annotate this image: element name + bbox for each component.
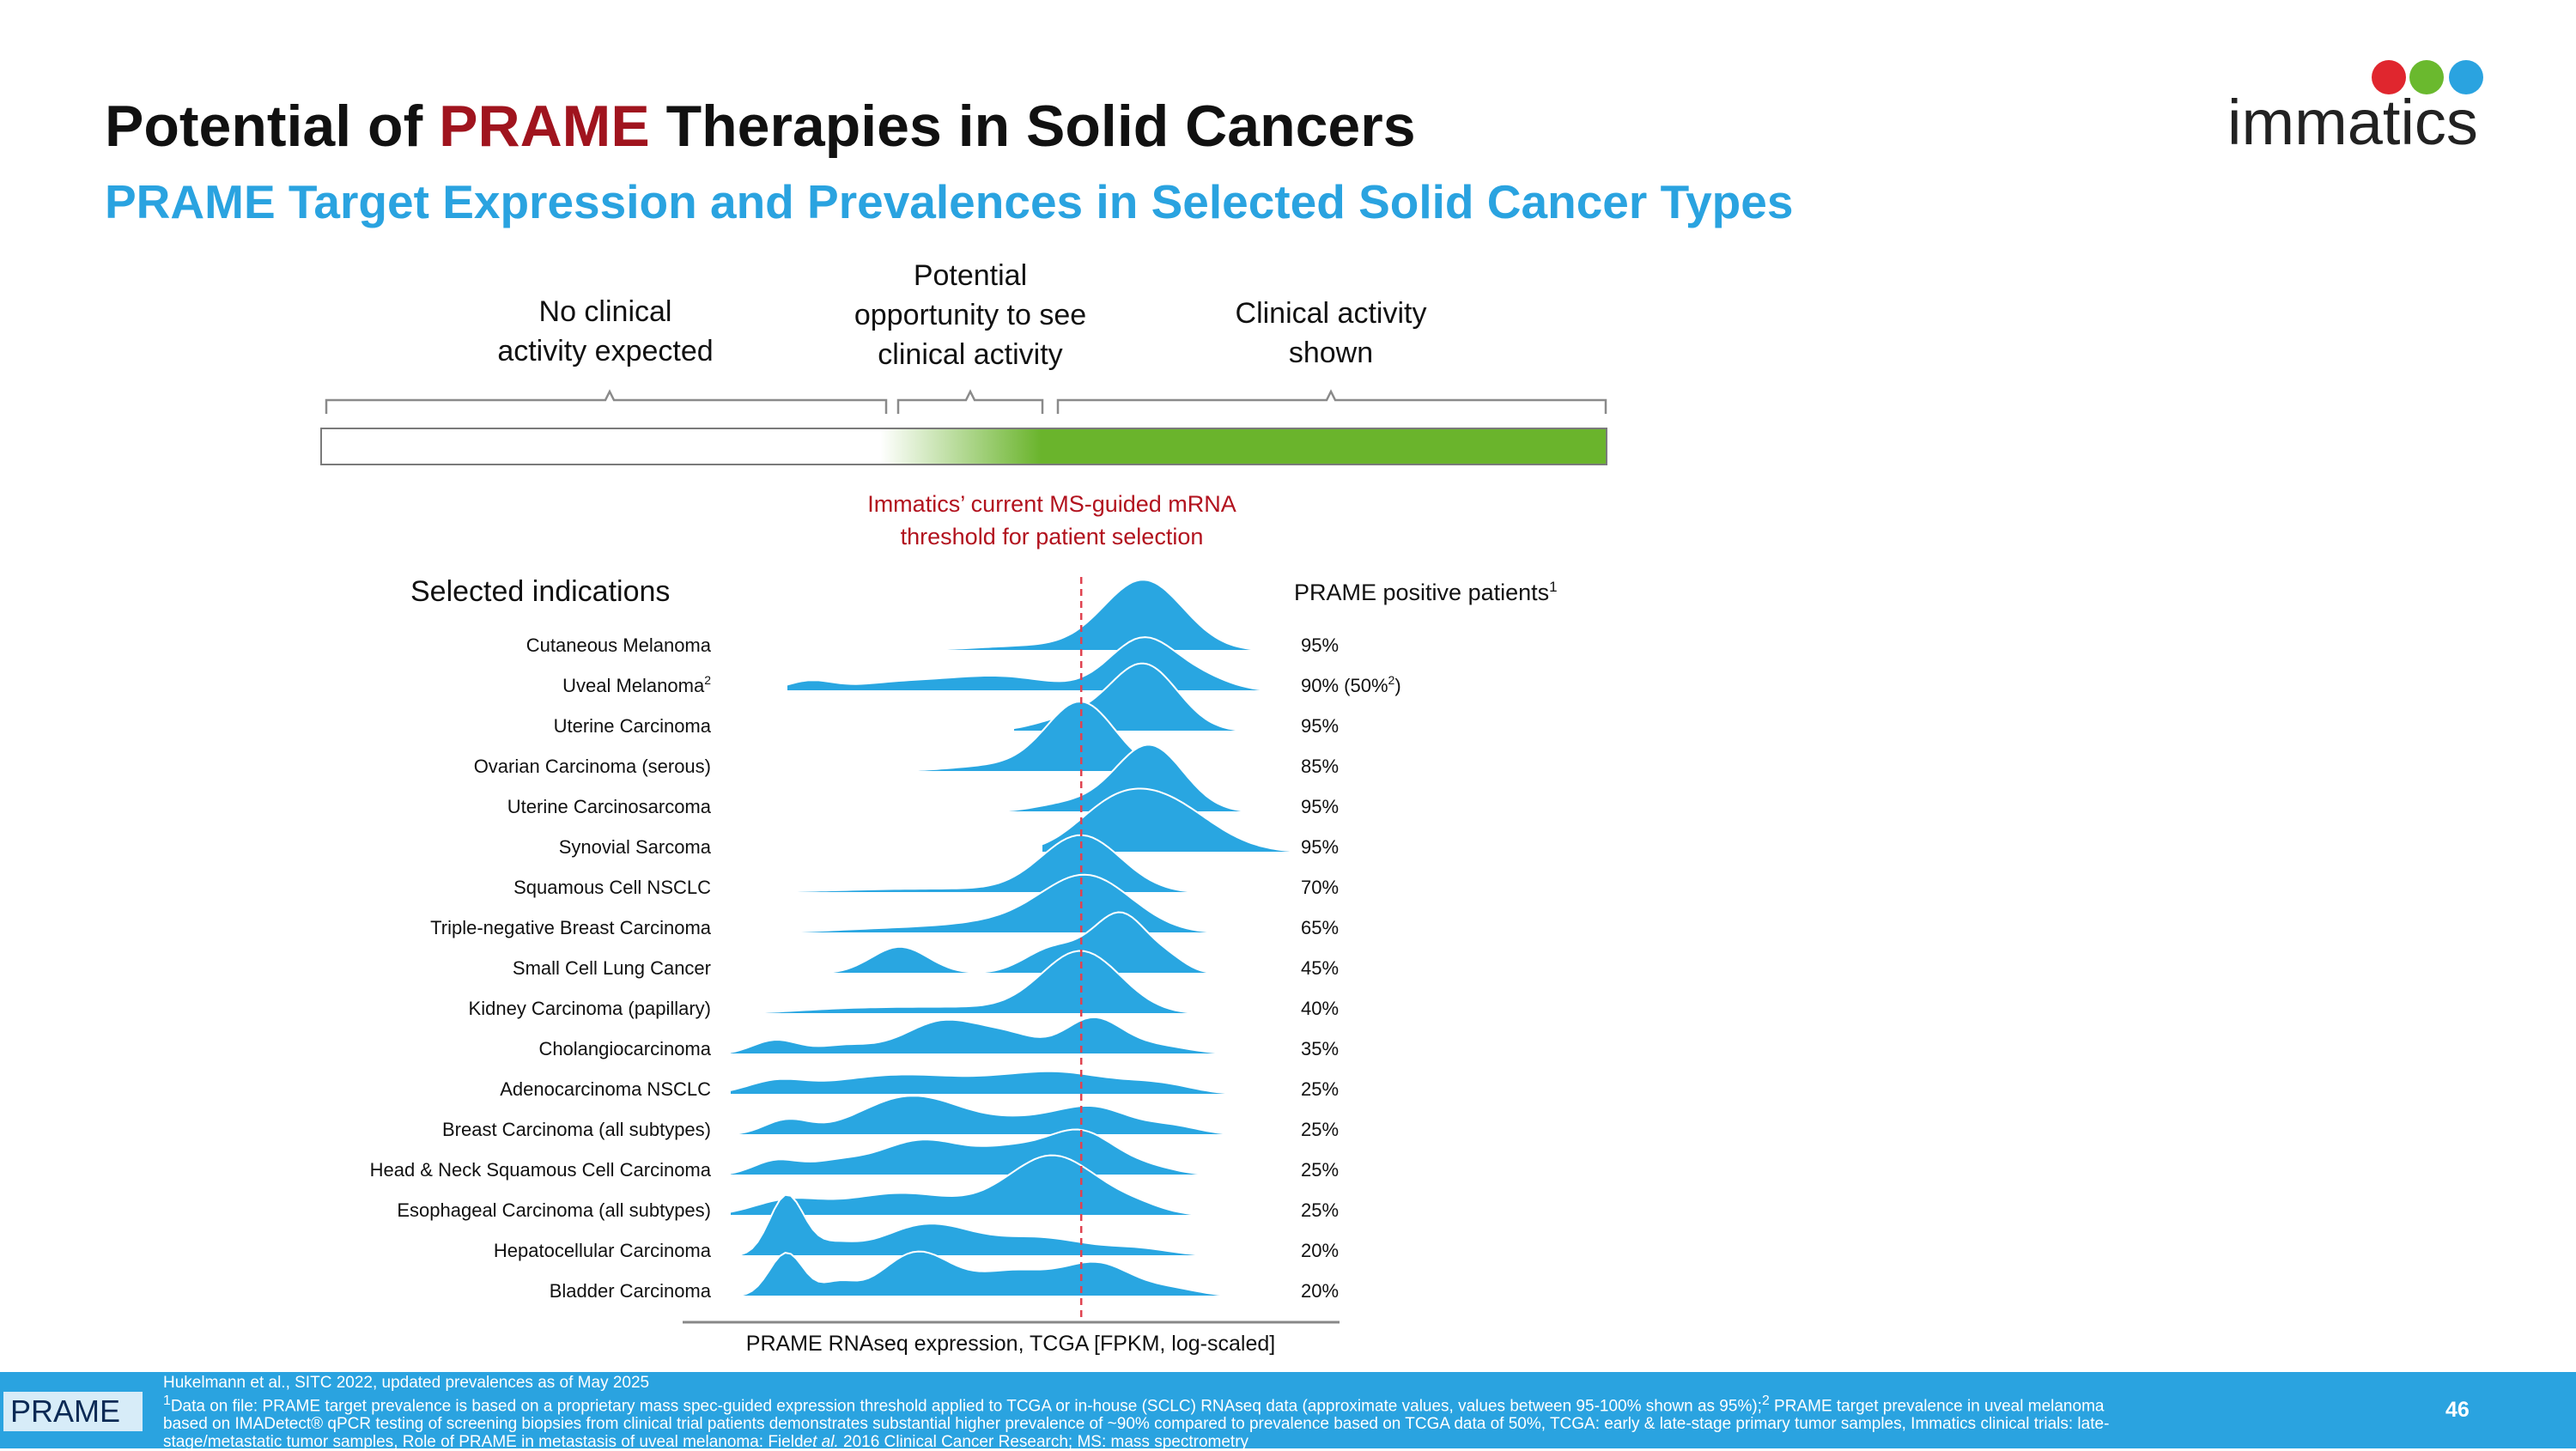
bracket-no-activity xyxy=(325,389,888,414)
zone-potential-label: Potential opportunity to see clinical ac… xyxy=(816,256,1125,374)
positive-value: 25% xyxy=(1301,1119,1339,1140)
ridge-11 xyxy=(729,1070,1230,1096)
footnote1-text: Data on file: PRAME target prevalence is… xyxy=(170,1397,1762,1416)
positive-value: 35% xyxy=(1301,1038,1339,1059)
indication-label: Adenocarcinoma NSCLC xyxy=(500,1078,711,1100)
positive-value: 95% xyxy=(1301,836,1339,858)
activity-gradient-bar xyxy=(320,428,1607,465)
y-axis-heading: Selected indications xyxy=(410,575,671,608)
indication-label: Kidney Carcinoma (papillary) xyxy=(469,998,711,1019)
ridge-9 xyxy=(745,950,1230,1015)
ridge-5 xyxy=(1041,787,1297,853)
indication-label: Ovarian Carcinoma (serous) xyxy=(474,756,711,777)
ridgeline-chart: Cutaneous Melanoma 95% Uveal Melanoma2 90% … xyxy=(370,577,1401,1356)
footer-tag: PRAME xyxy=(3,1392,143,1431)
page-number: 46 xyxy=(2445,1398,2470,1422)
indication-label: Triple-negative Breast Carcinoma xyxy=(430,917,712,938)
indication-label: Uveal Melanoma2 xyxy=(562,673,711,696)
positive-value: 65% xyxy=(1301,917,1339,938)
indication-label: Head & Neck Squamous Cell Carcinoma xyxy=(370,1159,712,1181)
ridge-0 xyxy=(927,579,1269,652)
ridge-10 xyxy=(729,1016,1230,1055)
footnote-italic: et al. xyxy=(803,1433,839,1451)
indication-label-sup: 2 xyxy=(704,673,711,687)
positive-patients-heading-sup: 1 xyxy=(1549,579,1558,595)
positive-value: 95% xyxy=(1301,796,1339,817)
ridge-4 xyxy=(1000,744,1269,813)
positive-value: 45% xyxy=(1301,957,1339,979)
ridge-15 xyxy=(729,1193,1230,1257)
zone-no-activity-line1: No clinical xyxy=(538,295,672,328)
positive-patients-heading: PRAME positive patients1 xyxy=(1294,579,1558,606)
indication-label: Synovial Sarcoma xyxy=(559,836,712,858)
threshold-note-line2: threshold for patient selection xyxy=(900,524,1204,549)
x-axis-label: PRAME RNAseq expression, TCGA [FPKM, log… xyxy=(746,1332,1275,1356)
footnote-tail: 2016 Clinical Cancer Research; MS: mass … xyxy=(838,1433,1249,1451)
page-title: Potential of PRAME Therapies in Solid Ca… xyxy=(105,93,1416,160)
bracket-shown xyxy=(1056,389,1607,414)
zone-potential-line2: opportunity to see xyxy=(854,299,1087,331)
footer-note: 1Data on file: PRAME target prevalence i… xyxy=(163,1392,2138,1451)
positive-value: 95% xyxy=(1301,715,1339,737)
indication-label: Uterine Carcinoma xyxy=(554,715,712,737)
logo-green-dot xyxy=(2409,60,2444,94)
indication-label: Small Cell Lung Cancer xyxy=(513,957,711,979)
immatics-logo: immatics xyxy=(2227,60,2483,156)
ridge-6 xyxy=(757,834,1230,894)
positive-value: 40% xyxy=(1301,998,1339,1019)
ridge-16 xyxy=(729,1250,1230,1297)
threshold-note: Immatics’ current MS-guided mRNA thresho… xyxy=(799,488,1305,553)
logo-wordmark: immatics xyxy=(2227,87,2478,156)
positive-value: 70% xyxy=(1301,877,1339,898)
threshold-note-line1: Immatics’ current MS-guided mRNA xyxy=(867,491,1236,517)
title-accent: PRAME xyxy=(439,94,650,159)
ridge-12 xyxy=(729,1095,1230,1136)
logo-blue-dot xyxy=(2449,60,2483,94)
zone-potential-line3: clinical activity xyxy=(878,338,1063,371)
ridge-14 xyxy=(729,1154,1196,1217)
footer-notes: Hukelmann et al., SITC 2022, updated pre… xyxy=(163,1374,2138,1451)
zone-shown-line1: Clinical activity xyxy=(1235,297,1427,330)
zone-no-activity-line2: activity expected xyxy=(497,335,714,367)
zone-no-activity-label: No clinical activity expected xyxy=(447,292,764,371)
positive-value: 25% xyxy=(1301,1078,1339,1100)
page-subtitle: PRAME Target Expression and Prevalences … xyxy=(105,175,1794,228)
bracket-potential xyxy=(896,389,1044,414)
footnote2-text: PRAME target prevalence in uveal melanom… xyxy=(163,1397,2110,1451)
positive-value-sup: 2 xyxy=(1388,673,1395,687)
positive-value: 25% xyxy=(1301,1199,1339,1221)
indication-label: Cholangiocarcinoma xyxy=(538,1038,711,1059)
title-prefix: Potential of xyxy=(105,94,440,159)
footer-reference: Hukelmann et al., SITC 2022, updated pre… xyxy=(163,1374,650,1392)
footnote1-sup: 1 xyxy=(163,1393,171,1408)
zone-shown-line2: shown xyxy=(1288,337,1374,369)
indication-label: Hepatocellular Carcinoma xyxy=(494,1240,712,1261)
zone-shown-label: Clinical activity shown xyxy=(1185,294,1477,373)
positive-value: 20% xyxy=(1301,1280,1339,1302)
indication-label: Cutaneous Melanoma xyxy=(526,634,712,656)
positive-value: 95% xyxy=(1301,634,1339,656)
indication-label: Uterine Carcinosarcoma xyxy=(507,796,712,817)
positive-value: 90% (50%2) xyxy=(1301,673,1401,696)
logo-red-dot xyxy=(2372,60,2406,94)
title-suffix: Therapies in Solid Cancers xyxy=(649,94,1416,159)
indication-label: Squamous Cell NSCLC xyxy=(513,877,711,898)
positive-patients-heading-text: PRAME positive patients xyxy=(1294,580,1550,605)
footnote2-sup: 2 xyxy=(1761,1393,1770,1408)
positive-value: 85% xyxy=(1301,756,1339,777)
positive-value: 20% xyxy=(1301,1240,1339,1261)
ridge-13 xyxy=(729,1128,1212,1176)
ridge-8 xyxy=(814,911,1230,974)
indication-label: Esophageal Carcinoma (all subtypes) xyxy=(397,1199,711,1221)
activity-scale xyxy=(320,389,1607,465)
positive-value-suffix: ) xyxy=(1394,675,1400,696)
footer-bar xyxy=(0,1372,2576,1448)
zone-potential-line1: Potential xyxy=(913,259,1028,292)
indication-label: Breast Carcinoma (all subtypes) xyxy=(442,1119,711,1140)
positive-value: 25% xyxy=(1301,1159,1339,1181)
indication-label: Bladder Carcinoma xyxy=(550,1280,712,1302)
